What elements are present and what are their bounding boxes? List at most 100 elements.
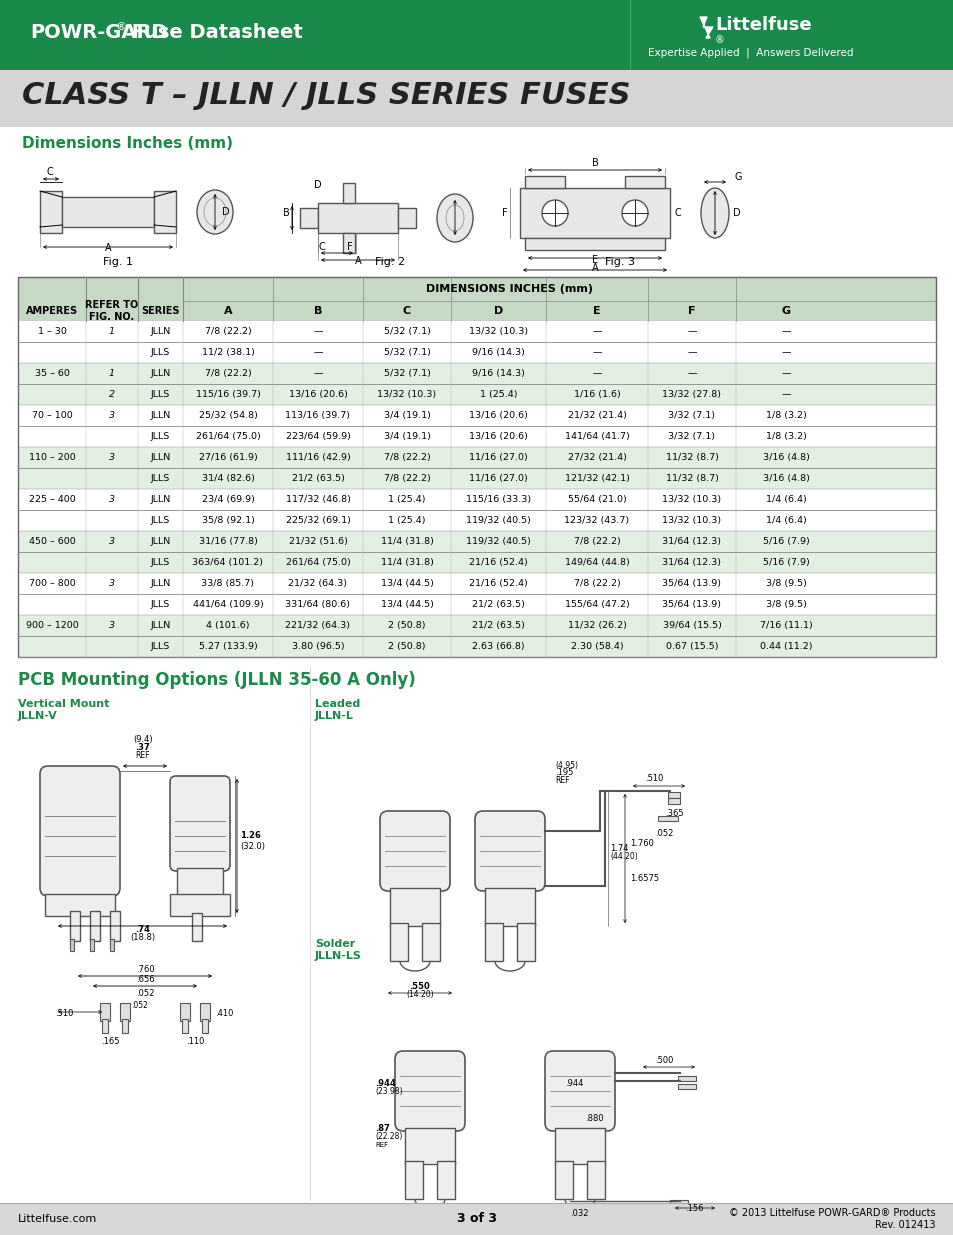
Text: 2 (50.8): 2 (50.8) <box>388 621 425 630</box>
Text: 3: 3 <box>109 621 115 630</box>
Bar <box>18 447 935 468</box>
Text: 119/32 (40.5): 119/32 (40.5) <box>466 516 531 525</box>
Text: 11/2 (38.1): 11/2 (38.1) <box>201 348 254 357</box>
Bar <box>45 894 115 916</box>
Text: 3: 3 <box>109 453 115 462</box>
Text: 13/32 (27.8): 13/32 (27.8) <box>661 390 720 399</box>
Text: 21/2 (63.5): 21/2 (63.5) <box>292 474 344 483</box>
Bar <box>102 1019 108 1032</box>
Text: PCB Mounting Options (JLLN 35-60 A Only): PCB Mounting Options (JLLN 35-60 A Only) <box>18 671 416 689</box>
Text: 1/8 (3.2): 1/8 (3.2) <box>764 411 805 420</box>
Text: 115/16 (39.7): 115/16 (39.7) <box>195 390 260 399</box>
Text: —: — <box>313 369 322 378</box>
Text: 113/16 (39.7): 113/16 (39.7) <box>285 411 350 420</box>
Text: 13/16 (20.6): 13/16 (20.6) <box>469 432 527 441</box>
Text: F: F <box>687 306 695 316</box>
Text: —: — <box>781 348 790 357</box>
Bar <box>405 1161 422 1199</box>
Text: 223/64 (59.9): 223/64 (59.9) <box>285 432 350 441</box>
Bar <box>436 1161 455 1199</box>
Text: —: — <box>781 327 790 336</box>
Text: 3/4 (19.1): 3/4 (19.1) <box>383 411 430 420</box>
Text: 13/32 (10.3): 13/32 (10.3) <box>469 327 528 336</box>
Text: Littelfuse: Littelfuse <box>714 16 811 35</box>
Bar <box>110 911 120 941</box>
Text: .195: .195 <box>555 768 573 777</box>
Text: Fig. 2: Fig. 2 <box>375 257 405 267</box>
Text: 111/16 (42.9): 111/16 (42.9) <box>285 453 350 462</box>
Text: 35/64 (13.9): 35/64 (13.9) <box>661 579 720 588</box>
Bar <box>484 923 502 961</box>
Text: .052: .052 <box>135 989 154 998</box>
Text: 11/4 (31.8): 11/4 (31.8) <box>380 558 433 567</box>
Text: F: F <box>347 242 353 252</box>
Text: —: — <box>686 348 696 357</box>
Text: 149/64 (44.8): 149/64 (44.8) <box>564 558 629 567</box>
Text: 1/4 (6.4): 1/4 (6.4) <box>765 495 805 504</box>
Text: 11/32 (8.7): 11/32 (8.7) <box>665 474 718 483</box>
Text: Vertical Mount: Vertical Mount <box>18 699 110 709</box>
Text: Dimensions Inches (mm): Dimensions Inches (mm) <box>22 136 233 151</box>
Text: 55/64 (21.0): 55/64 (21.0) <box>567 495 626 504</box>
Text: 363/64 (101.2): 363/64 (101.2) <box>193 558 263 567</box>
Text: D: D <box>314 180 321 190</box>
Text: F: F <box>502 207 507 219</box>
Text: JLLS: JLLS <box>151 432 170 441</box>
Bar <box>421 923 439 961</box>
Bar <box>18 277 935 301</box>
Bar <box>555 1128 604 1165</box>
Text: 5/32 (7.1): 5/32 (7.1) <box>383 348 430 357</box>
Text: 115/16 (33.3): 115/16 (33.3) <box>465 495 531 504</box>
Bar <box>669 1200 687 1205</box>
Text: 4 (101.6): 4 (101.6) <box>206 621 250 630</box>
Bar <box>200 1003 210 1021</box>
Text: REF: REF <box>135 751 150 760</box>
Text: 141/64 (41.7): 141/64 (41.7) <box>564 432 629 441</box>
Text: .110: .110 <box>186 1037 204 1046</box>
Text: E: E <box>591 254 598 266</box>
Text: —: — <box>592 327 601 336</box>
Text: JLLN-V: JLLN-V <box>18 711 58 721</box>
Text: REF: REF <box>555 776 569 785</box>
Text: 7/8 (22.2): 7/8 (22.2) <box>573 579 619 588</box>
Text: 1 (25.4): 1 (25.4) <box>388 495 425 504</box>
Bar <box>18 321 935 342</box>
Bar <box>192 913 202 941</box>
Text: 13/32 (10.3): 13/32 (10.3) <box>661 495 720 504</box>
Bar <box>18 277 935 321</box>
Bar <box>0 0 953 70</box>
Text: .410: .410 <box>214 1009 233 1018</box>
Text: (44.20): (44.20) <box>609 852 638 861</box>
Bar <box>182 1019 188 1032</box>
Text: —: — <box>781 390 790 399</box>
Text: 13/32 (10.3): 13/32 (10.3) <box>661 516 720 525</box>
Text: .156: .156 <box>684 1204 702 1213</box>
Text: 7/8 (22.2): 7/8 (22.2) <box>204 327 251 336</box>
Text: .656: .656 <box>135 974 154 984</box>
Text: .760: .760 <box>135 965 154 974</box>
Text: JLLS: JLLS <box>151 390 170 399</box>
Text: .365: .365 <box>664 809 683 818</box>
Text: Leaded: Leaded <box>314 699 360 709</box>
Bar <box>18 277 935 657</box>
Text: 3/16 (4.8): 3/16 (4.8) <box>761 474 808 483</box>
Text: 1 – 30: 1 – 30 <box>37 327 67 336</box>
Text: 110 – 200: 110 – 200 <box>29 453 75 462</box>
Text: 21/16 (52.4): 21/16 (52.4) <box>469 579 527 588</box>
Text: —: — <box>686 369 696 378</box>
FancyBboxPatch shape <box>170 776 230 871</box>
Text: 3/8 (9.5): 3/8 (9.5) <box>764 579 805 588</box>
Bar <box>100 1003 110 1021</box>
Bar <box>122 1019 128 1032</box>
Text: JLLN-LS: JLLN-LS <box>314 951 361 961</box>
Text: 7/8 (22.2): 7/8 (22.2) <box>204 369 251 378</box>
Text: 3/32 (7.1): 3/32 (7.1) <box>668 411 715 420</box>
Text: DIMENSIONS INCHES (mm): DIMENSIONS INCHES (mm) <box>426 284 593 294</box>
Text: 1/8 (3.2): 1/8 (3.2) <box>764 432 805 441</box>
Bar <box>18 405 935 426</box>
Text: 13/4 (44.5): 13/4 (44.5) <box>380 600 433 609</box>
Text: .944: .944 <box>375 1079 395 1088</box>
Text: (23.98): (23.98) <box>375 1087 402 1095</box>
Bar <box>397 207 416 228</box>
Bar <box>343 233 355 253</box>
